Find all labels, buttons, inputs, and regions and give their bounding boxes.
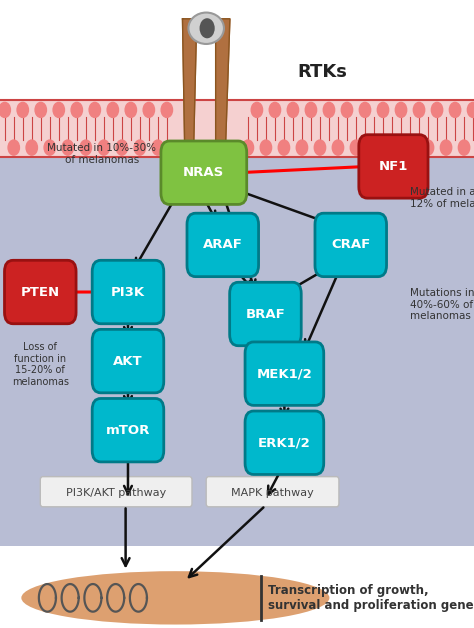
Text: NRAS: NRAS <box>183 166 225 179</box>
Circle shape <box>314 140 326 155</box>
Circle shape <box>332 140 344 155</box>
Circle shape <box>404 140 416 155</box>
FancyBboxPatch shape <box>40 477 192 507</box>
FancyBboxPatch shape <box>92 329 164 393</box>
Text: Mutations in
40%-60% of
melanomas: Mutations in 40%-60% of melanomas <box>410 288 474 321</box>
Circle shape <box>17 102 28 117</box>
Circle shape <box>62 140 73 155</box>
Text: PTEN: PTEN <box>21 286 60 298</box>
Text: Loss of
function in
15-20% of
melanomas: Loss of function in 15-20% of melanomas <box>12 342 69 387</box>
Circle shape <box>269 102 281 117</box>
Text: Transcription of growth,
survival and proliferation genes: Transcription of growth, survival and pr… <box>268 584 474 612</box>
Text: RTKs: RTKs <box>297 63 347 81</box>
Text: ARAF: ARAF <box>203 239 243 251</box>
Circle shape <box>0 102 10 117</box>
Text: mTOR: mTOR <box>106 424 150 436</box>
FancyBboxPatch shape <box>206 477 339 507</box>
Circle shape <box>8 140 19 155</box>
Circle shape <box>152 140 164 155</box>
Circle shape <box>467 102 474 117</box>
Polygon shape <box>182 19 197 157</box>
Text: MAPK pathway: MAPK pathway <box>231 488 314 498</box>
Text: ERK1/2: ERK1/2 <box>258 436 311 449</box>
Circle shape <box>161 102 173 117</box>
Ellipse shape <box>188 13 224 44</box>
Circle shape <box>80 140 91 155</box>
Text: NF1: NF1 <box>379 160 408 173</box>
Text: Mutated in 10%-30%
of melanomas: Mutated in 10%-30% of melanomas <box>47 143 156 165</box>
Circle shape <box>368 140 380 155</box>
Circle shape <box>449 102 461 117</box>
Ellipse shape <box>200 18 215 38</box>
FancyBboxPatch shape <box>245 342 324 406</box>
Text: AKT: AKT <box>113 355 143 367</box>
Bar <box>0 100 474 546</box>
Circle shape <box>89 102 100 117</box>
Text: MEK1/2: MEK1/2 <box>256 367 312 380</box>
Text: PI3K/AKT pathway: PI3K/AKT pathway <box>66 488 166 498</box>
Polygon shape <box>187 151 225 160</box>
FancyBboxPatch shape <box>245 411 324 475</box>
Bar <box>0 100 474 157</box>
Circle shape <box>458 140 470 155</box>
FancyBboxPatch shape <box>229 283 301 345</box>
FancyBboxPatch shape <box>92 399 164 462</box>
Circle shape <box>44 140 55 155</box>
Polygon shape <box>216 19 230 157</box>
FancyBboxPatch shape <box>359 135 428 198</box>
Circle shape <box>134 140 146 155</box>
Circle shape <box>116 140 128 155</box>
Circle shape <box>107 102 118 117</box>
Circle shape <box>143 102 155 117</box>
Circle shape <box>287 102 299 117</box>
Circle shape <box>242 140 254 155</box>
Text: BRAF: BRAF <box>246 308 285 320</box>
FancyBboxPatch shape <box>5 260 76 324</box>
Circle shape <box>422 140 434 155</box>
Circle shape <box>71 102 82 117</box>
Circle shape <box>431 102 443 117</box>
Circle shape <box>98 140 109 155</box>
Bar <box>0 546 474 628</box>
FancyBboxPatch shape <box>92 260 164 324</box>
FancyBboxPatch shape <box>161 141 246 204</box>
Circle shape <box>53 102 64 117</box>
Circle shape <box>395 102 407 117</box>
Circle shape <box>440 140 452 155</box>
FancyBboxPatch shape <box>187 214 259 276</box>
Circle shape <box>413 102 425 117</box>
Circle shape <box>278 140 290 155</box>
Circle shape <box>377 102 389 117</box>
Circle shape <box>26 140 37 155</box>
Text: Mutated in approximately
12% of melanomas: Mutated in approximately 12% of melanoma… <box>410 187 474 208</box>
Circle shape <box>323 102 335 117</box>
Circle shape <box>386 140 398 155</box>
Bar <box>0 0 474 100</box>
Circle shape <box>125 102 137 117</box>
Ellipse shape <box>21 571 329 624</box>
Circle shape <box>341 102 353 117</box>
Circle shape <box>296 140 308 155</box>
Text: PI3K: PI3K <box>111 286 145 298</box>
Circle shape <box>251 102 263 117</box>
Circle shape <box>35 102 46 117</box>
Circle shape <box>359 102 371 117</box>
FancyBboxPatch shape <box>315 214 387 276</box>
Circle shape <box>305 102 317 117</box>
Circle shape <box>260 140 272 155</box>
Circle shape <box>350 140 362 155</box>
Text: CRAF: CRAF <box>331 239 370 251</box>
